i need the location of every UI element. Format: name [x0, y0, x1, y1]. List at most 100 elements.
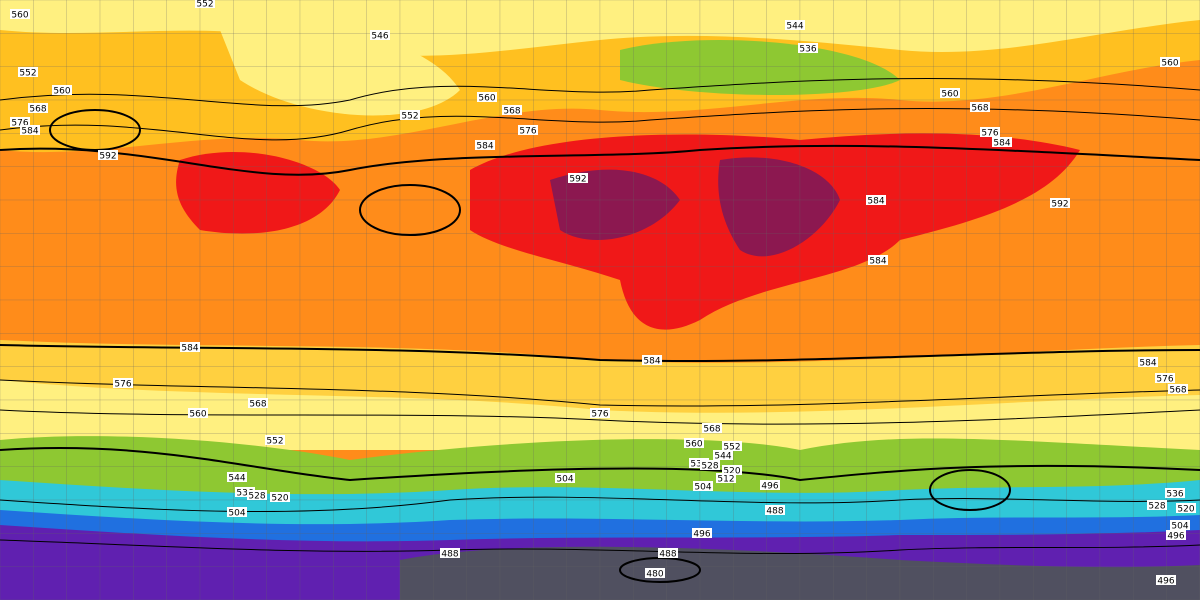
contour-label: 584: [181, 344, 198, 354]
contour-label: 576: [519, 127, 536, 137]
contour-label: 520: [723, 467, 740, 477]
contour-label: 488: [659, 550, 676, 560]
label-box: [265, 435, 285, 445]
label-box: [248, 398, 268, 408]
heat-zone: [176, 151, 340, 234]
contour-label: 520: [271, 494, 288, 504]
contour-label: 536: [236, 489, 253, 499]
contour-loop: [929, 469, 1011, 511]
label-box: [195, 0, 215, 8]
label-box: [20, 125, 40, 135]
contour-label: 584: [643, 357, 660, 367]
contour-line: [0, 496, 1200, 513]
contour-label: 560: [53, 87, 70, 97]
label-box: [113, 378, 133, 388]
label-box: [227, 507, 247, 517]
contour-label: 576: [591, 410, 608, 420]
contour-label: 568: [29, 105, 46, 115]
contour-label: 488: [766, 507, 783, 517]
contour-label: 576: [1156, 375, 1173, 385]
label-box: [400, 110, 420, 120]
contour-label: 592: [99, 152, 116, 162]
contour-label: 552: [19, 69, 36, 79]
label-box: [555, 473, 575, 483]
contour-label: 504: [228, 509, 245, 519]
contour-label: 568: [1169, 386, 1186, 396]
label-box: [475, 140, 495, 150]
label-box: [270, 492, 290, 502]
contour-line: [0, 379, 1200, 407]
label-box: [477, 92, 497, 102]
contour-label: 504: [1171, 522, 1188, 532]
contour-label: 592: [569, 175, 586, 185]
contour-label: 536: [1166, 490, 1183, 500]
contour-label: 536: [799, 45, 816, 55]
label-box: [52, 85, 72, 95]
contour-label: 544: [228, 474, 245, 484]
contour-label: 560: [478, 94, 495, 104]
contour-label: 592: [1051, 200, 1068, 210]
contour-loop: [49, 109, 141, 151]
label-box: [940, 88, 960, 98]
contour-labels: 5525605525605685765845925465525605685765…: [10, 0, 1196, 587]
contour-label: 560: [11, 11, 28, 21]
label-box: [188, 408, 208, 418]
label-box: [590, 408, 610, 418]
label-box: [642, 355, 662, 365]
contour-label: 576: [114, 380, 131, 390]
contour-label: 560: [189, 410, 206, 420]
contour-label: 528: [248, 492, 265, 502]
label-box: [440, 548, 460, 558]
label-box: [700, 460, 720, 470]
contour-label: 560: [685, 440, 702, 450]
label-box: [180, 342, 200, 352]
contour-label: 584: [867, 197, 884, 207]
label-box: [370, 30, 390, 40]
label-box: [1156, 575, 1176, 585]
contour-label: 504: [694, 483, 711, 493]
label-box: [247, 490, 267, 500]
label-box: [1147, 500, 1167, 510]
label-box: [1155, 373, 1175, 383]
contour-label: 546: [371, 32, 388, 42]
contour-label: 544: [714, 452, 731, 462]
extreme-heat: [718, 157, 840, 257]
label-box: [716, 473, 736, 483]
label-box: [722, 465, 742, 475]
contour-label: 552: [266, 437, 283, 447]
label-box: [1166, 530, 1186, 540]
contour-line: [0, 539, 1200, 555]
contour-line: [0, 447, 1200, 482]
contour-label: 504: [556, 475, 573, 485]
contour-label: 544: [786, 22, 803, 32]
contour-label: 560: [1161, 59, 1178, 69]
label-box: [518, 125, 538, 135]
contour-label: 536: [690, 460, 707, 470]
label-box: [502, 105, 522, 115]
label-box: [689, 458, 709, 468]
label-box: [692, 528, 712, 538]
contour-label: 512: [717, 475, 734, 485]
contour-label: 552: [723, 443, 740, 453]
contour-label: 560: [941, 90, 958, 100]
label-box: [1165, 488, 1185, 498]
label-box: [713, 450, 733, 460]
label-box: [702, 423, 722, 433]
label-box: [866, 195, 886, 205]
contour-label: 528: [701, 462, 718, 472]
contour-label: 496: [1167, 532, 1184, 542]
contour-line: [0, 107, 1200, 141]
label-box: [227, 472, 247, 482]
label-box: [684, 438, 704, 448]
contour-label: 584: [1139, 359, 1156, 369]
contour-label: 520: [1177, 505, 1194, 515]
label-box: [798, 43, 818, 53]
label-box: [568, 173, 588, 183]
contour-line: [0, 144, 1200, 176]
contour-loop: [359, 184, 461, 236]
label-box: [765, 505, 785, 515]
contour-label: 568: [249, 400, 266, 410]
contour-label: 568: [503, 107, 520, 117]
label-box: [1170, 520, 1190, 530]
